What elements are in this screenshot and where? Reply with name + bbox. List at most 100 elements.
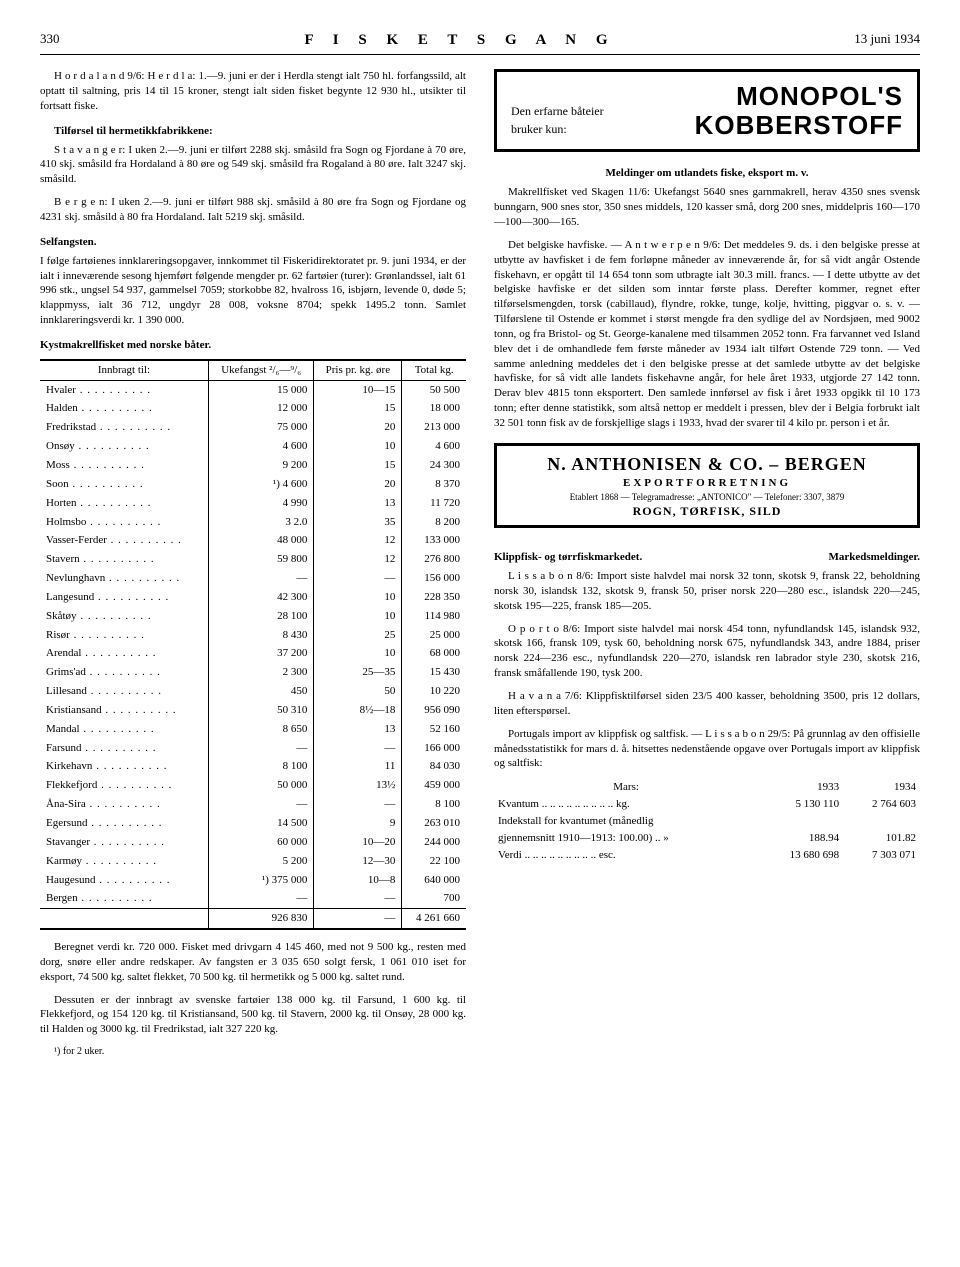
table-cell: — xyxy=(314,739,402,758)
table-cell: 7 303 071 xyxy=(843,847,920,864)
table-cell: 28 100 xyxy=(208,607,313,626)
table-cell: 68 000 xyxy=(402,644,466,663)
table-cell: 2 300 xyxy=(208,663,313,682)
page-number: 330 xyxy=(40,30,120,50)
ad1-line2: bruker kun: xyxy=(511,121,604,137)
tilforsel-head: Tilførsel til hermetikkfabrikkene: xyxy=(40,124,466,139)
table-cell: Arendal xyxy=(40,644,208,663)
table-cell: 4 600 xyxy=(208,437,313,456)
table-cell: 50 xyxy=(314,682,402,701)
table-cell: 50 310 xyxy=(208,701,313,720)
page-date: 13 juni 1934 xyxy=(800,30,920,50)
table-cell: 133 000 xyxy=(402,531,466,550)
ad1-big1: MONOPOL'S xyxy=(614,82,903,111)
table-cell: 15 430 xyxy=(402,663,466,682)
table-cell: 15 xyxy=(314,399,402,418)
table-cell: 13 xyxy=(314,720,402,739)
ad-monopol: Den erfarne båteier bruker kun: MONOPOL'… xyxy=(494,69,920,152)
table-cell: 156 000 xyxy=(402,569,466,588)
table-cell: 13 xyxy=(314,494,402,513)
meldinger-head: Meldinger om utlandets fiske, eksport m.… xyxy=(494,166,920,181)
havana-para: H a v a n a 7/6: Klippfisktilførsel side… xyxy=(494,689,920,719)
table-cell: Stavanger xyxy=(40,833,208,852)
table-cell: 50 500 xyxy=(402,380,466,399)
table-cell: Vasser-Ferder xyxy=(40,531,208,550)
table-cell: Haugesund xyxy=(40,871,208,890)
table-row: Kvantum .. .. .. .. .. .. .. .. .. kg.5 … xyxy=(494,796,920,813)
table-cell: 2 764 603 xyxy=(843,796,920,813)
table-cell: 4 990 xyxy=(208,494,313,513)
table-cell: Åna-Sira xyxy=(40,795,208,814)
table-cell: 20 xyxy=(314,418,402,437)
belgiske-para: Det belgiske havfiske. — A n t w e r p e… xyxy=(494,238,920,431)
table-row: Holmsbo3 2.0358 200 xyxy=(40,513,466,532)
table-cell: 228 350 xyxy=(402,588,466,607)
table-cell: 25—35 xyxy=(314,663,402,682)
ad2-line2: EXPORTFORRETNING xyxy=(507,476,907,491)
total-kg: 4 261 660 xyxy=(402,909,466,929)
col-total: Total kg. xyxy=(402,360,466,380)
table-cell: 10—8 xyxy=(314,871,402,890)
col-pris: Pris pr. kg. øre xyxy=(314,360,402,380)
klippfisk-head: Klippfisk- og tørrfiskmarkedet. xyxy=(494,550,642,565)
fish-table: Innbragt til: Ukefangst ²/₆—⁹/₆ Pris pr.… xyxy=(40,359,466,930)
table-row: Grims'ad2 30025—3515 430 xyxy=(40,663,466,682)
markedsmeld-head: Markedsmeldinger. xyxy=(828,550,920,565)
table-cell: 10 220 xyxy=(402,682,466,701)
table-cell: 9 xyxy=(314,814,402,833)
ad-anthonisen: N. ANTHONISEN & CO. – BERGEN EXPORTFORRE… xyxy=(494,443,920,528)
table-cell: 59 800 xyxy=(208,550,313,569)
table-row: Hvaler15 00010—1550 500 xyxy=(40,380,466,399)
table-cell: Kirkehavn xyxy=(40,757,208,776)
table-cell: 4 600 xyxy=(402,437,466,456)
table-cell: 8 650 xyxy=(208,720,313,739)
table-cell: Karmøy xyxy=(40,852,208,871)
ad1-line1: Den erfarne båteier xyxy=(511,103,604,119)
table-cell: — xyxy=(208,569,313,588)
table-cell: 25 xyxy=(314,626,402,645)
table-cell: 15 000 xyxy=(208,380,313,399)
total-blank xyxy=(40,909,208,929)
table-cell xyxy=(758,813,843,830)
table-cell: 60 000 xyxy=(208,833,313,852)
table-cell: 25 000 xyxy=(402,626,466,645)
total-pris: — xyxy=(314,909,402,929)
table-cell: 188.94 xyxy=(758,830,843,847)
table-cell: 8 100 xyxy=(208,757,313,776)
table-row: Vasser-Ferder48 00012133 000 xyxy=(40,531,466,550)
table-cell: — xyxy=(314,569,402,588)
table-cell: 84 030 xyxy=(402,757,466,776)
table-cell: 20 xyxy=(314,475,402,494)
table-row: Langesund42 30010228 350 xyxy=(40,588,466,607)
table-row: Moss9 2001524 300 xyxy=(40,456,466,475)
table-cell: 50 000 xyxy=(208,776,313,795)
table-cell: 12 xyxy=(314,550,402,569)
table-cell: Halden xyxy=(40,399,208,418)
table-cell: Skåtøy xyxy=(40,607,208,626)
pt-head-1934: 1934 xyxy=(843,779,920,796)
page-header: 330 F I S K E T S G A N G 13 juni 1934 xyxy=(40,30,920,55)
table-cell: 13½ xyxy=(314,776,402,795)
table-row: Indekstall for kvantumet (månedlig xyxy=(494,813,920,830)
table-cell: 640 000 xyxy=(402,871,466,890)
table-cell: Farsund xyxy=(40,739,208,758)
table-cell: 459 000 xyxy=(402,776,466,795)
table-cell: 13 680 698 xyxy=(758,847,843,864)
table-cell: 166 000 xyxy=(402,739,466,758)
table-cell: 3 2.0 xyxy=(208,513,313,532)
journal-title: F I S K E T S G A N G xyxy=(120,30,800,50)
selfangsten-para: I følge fartøienes innklareringsopgaver,… xyxy=(40,254,466,328)
table-cell: Bergen xyxy=(40,889,208,908)
ad2-line1: N. ANTHONISEN & CO. – BERGEN xyxy=(507,452,907,476)
table-cell: 8 200 xyxy=(402,513,466,532)
table-cell: Mandal xyxy=(40,720,208,739)
portugal-intro: Portugals import av klippfisk og saltfis… xyxy=(494,727,920,772)
table-cell: 52 160 xyxy=(402,720,466,739)
table-cell: Soon xyxy=(40,475,208,494)
table-cell: 11 xyxy=(314,757,402,776)
portugal-table: Mars: 1933 1934 Kvantum .. .. .. .. .. .… xyxy=(494,779,920,863)
right-column: Den erfarne båteier bruker kun: MONOPOL'… xyxy=(494,69,920,1066)
table-cell: ¹) 4 600 xyxy=(208,475,313,494)
table-cell: Langesund xyxy=(40,588,208,607)
table-cell: — xyxy=(208,739,313,758)
